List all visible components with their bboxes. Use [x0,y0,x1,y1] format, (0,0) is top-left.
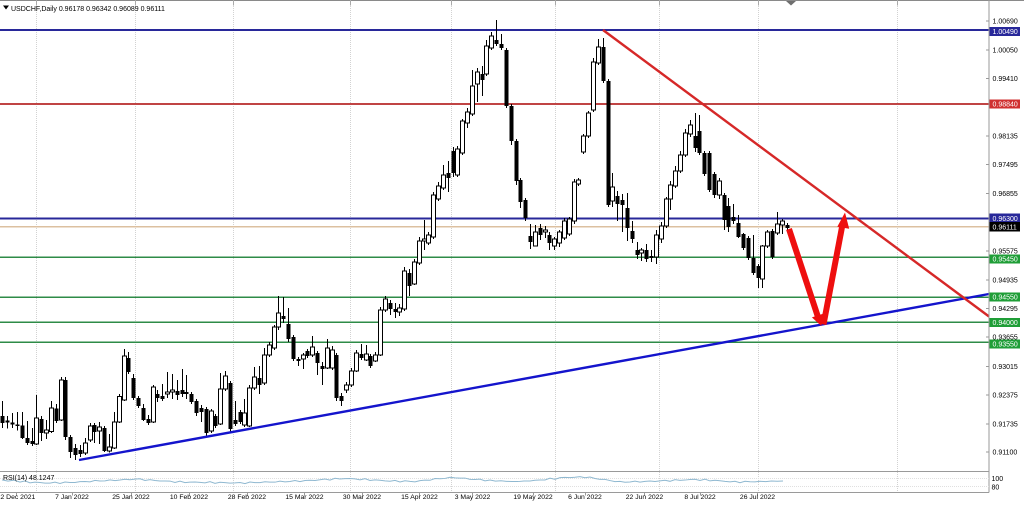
svg-text:1.00050: 1.00050 [993,48,1018,55]
svg-text:1.00690: 1.00690 [993,19,1018,26]
svg-text:0.93015: 0.93015 [993,364,1018,371]
svg-text:26 Jul 2022: 26 Jul 2022 [740,494,775,501]
svg-text:0.93655: 0.93655 [993,335,1018,342]
svg-text:15 Apr 2022: 15 Apr 2022 [401,494,438,501]
svg-text:30 Mar 2022: 30 Mar 2022 [343,494,381,501]
svg-text:0.92375: 0.92375 [993,393,1018,400]
svg-text:0.91735: 0.91735 [993,421,1018,428]
svg-text:0.98135: 0.98135 [993,134,1018,141]
svg-text:15 Mar 2022: 15 Mar 2022 [285,494,323,501]
svg-text:0.97495: 0.97495 [993,162,1018,169]
svg-text:8 Jul 2022: 8 Jul 2022 [684,494,716,501]
svg-text:0.96111: 0.96111 [993,224,1017,231]
svg-text:7 Jan 2022: 7 Jan 2022 [55,494,89,501]
svg-text:19 May 2022: 19 May 2022 [513,494,553,501]
svg-text:6 Jun 2022: 6 Jun 2022 [568,494,602,501]
svg-text:10 Feb 2022: 10 Feb 2022 [170,494,208,501]
svg-text:25 Jan 2022: 25 Jan 2022 [112,494,150,501]
svg-text:0.94550: 0.94550 [993,295,1018,302]
svg-text:1.00490: 1.00490 [993,29,1018,36]
svg-text:0.95450: 0.95450 [993,257,1018,264]
svg-text:RSI(14) 48.1247: RSI(14) 48.1247 [3,475,54,482]
svg-text:0.94295: 0.94295 [993,306,1018,313]
svg-text:0.91100: 0.91100 [993,450,1018,457]
svg-text:0.98840: 0.98840 [993,102,1018,109]
svg-text:100: 100 [992,476,1004,483]
svg-text:0.95575: 0.95575 [993,249,1018,256]
svg-text:0.96300: 0.96300 [993,216,1018,223]
svg-text:22 Jun 2022: 22 Jun 2022 [626,494,664,501]
svg-text:80: 80 [992,485,1000,492]
svg-text:0.94935: 0.94935 [993,277,1018,284]
svg-text:0.94000: 0.94000 [993,320,1018,327]
svg-text:28 Feb 2022: 28 Feb 2022 [228,494,266,501]
svg-text:USDCHF,Daily 0.96178 0.96342: USDCHF,Daily 0.96178 0.96342 0.96089 0.9… [11,6,165,13]
svg-text:22 Dec 2021: 22 Dec 2021 [0,494,35,501]
svg-text:3 May 2022: 3 May 2022 [455,494,491,501]
svg-text:0.96855: 0.96855 [993,191,1018,198]
svg-text:0.99410: 0.99410 [993,76,1018,83]
svg-text:0.93550: 0.93550 [993,342,1018,349]
